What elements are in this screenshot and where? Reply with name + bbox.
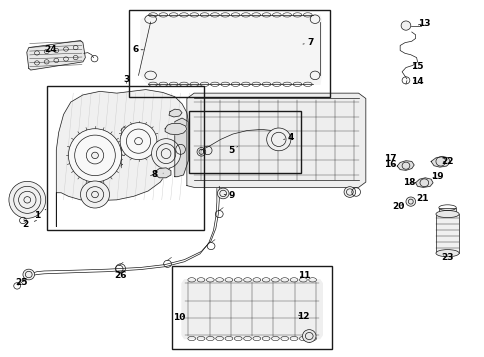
Text: 8: 8 — [151, 170, 163, 180]
Text: 12: 12 — [296, 312, 309, 321]
Text: 17: 17 — [383, 155, 396, 164]
Ellipse shape — [217, 188, 228, 199]
Text: 23: 23 — [440, 253, 453, 262]
Ellipse shape — [9, 181, 45, 218]
Ellipse shape — [266, 128, 290, 151]
Text: 10: 10 — [173, 313, 185, 322]
Text: 26: 26 — [114, 271, 127, 280]
Text: 1: 1 — [34, 209, 46, 220]
Text: 4: 4 — [283, 133, 293, 142]
Text: 7: 7 — [302, 38, 313, 47]
Polygon shape — [430, 156, 450, 167]
Bar — [438, 208, 455, 214]
Ellipse shape — [68, 129, 121, 182]
Ellipse shape — [80, 181, 109, 208]
Bar — [435, 214, 458, 253]
Polygon shape — [168, 109, 182, 117]
Text: 21: 21 — [415, 193, 428, 202]
Ellipse shape — [120, 123, 157, 160]
Text: 20: 20 — [391, 202, 404, 211]
Ellipse shape — [435, 250, 458, 257]
Text: 14: 14 — [410, 77, 423, 86]
Bar — [172, 266, 331, 349]
Text: 15: 15 — [410, 62, 423, 71]
Ellipse shape — [343, 187, 355, 197]
Polygon shape — [396, 161, 413, 170]
Ellipse shape — [400, 21, 410, 30]
Text: 24: 24 — [45, 45, 57, 54]
Ellipse shape — [151, 139, 180, 169]
Text: 11: 11 — [298, 271, 310, 280]
Polygon shape — [27, 41, 85, 70]
Bar — [129, 10, 329, 97]
Text: 22: 22 — [440, 157, 453, 166]
Bar — [189, 111, 300, 173]
Ellipse shape — [435, 211, 458, 218]
Ellipse shape — [302, 330, 316, 342]
Polygon shape — [174, 118, 188, 177]
Text: 13: 13 — [417, 19, 429, 28]
Ellipse shape — [91, 152, 98, 159]
Polygon shape — [415, 178, 432, 187]
Text: 2: 2 — [23, 220, 36, 229]
Polygon shape — [182, 280, 322, 338]
Polygon shape — [186, 93, 365, 187]
Text: 3: 3 — [123, 75, 129, 84]
Text: 9: 9 — [224, 191, 235, 200]
Text: 25: 25 — [15, 278, 27, 287]
Polygon shape — [56, 90, 188, 226]
Text: 6: 6 — [132, 45, 143, 54]
Text: 16: 16 — [383, 161, 396, 170]
Text: 5: 5 — [227, 146, 237, 155]
Bar — [46, 86, 203, 230]
Ellipse shape — [23, 269, 34, 280]
Text: 18: 18 — [402, 178, 414, 187]
Ellipse shape — [405, 197, 415, 206]
Polygon shape — [165, 124, 186, 135]
Polygon shape — [141, 15, 321, 84]
Polygon shape — [155, 168, 170, 178]
Text: 19: 19 — [430, 172, 442, 181]
